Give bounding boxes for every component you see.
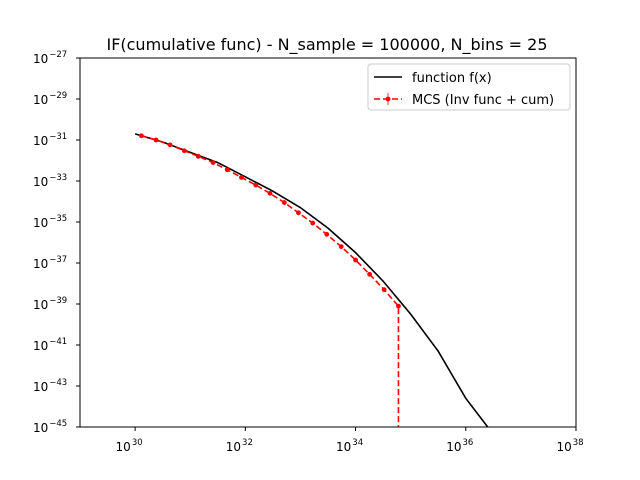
series-1-point-0: [138, 133, 144, 139]
axes-frame: [79, 57, 577, 428]
series-1-point-2: [167, 142, 173, 148]
series-1-point-14: [338, 244, 344, 250]
y-tick-label-1: 10−29: [33, 91, 67, 107]
y-tick-label-4: 10−35: [33, 214, 67, 230]
y-tick-label-6: 10−39: [33, 296, 67, 312]
plot-area: [134, 133, 489, 427]
series-1-point-7: [239, 174, 244, 180]
series-1-point-9: [267, 190, 273, 196]
legend-label-0: function f(x): [412, 71, 492, 86]
series-1-point-18: [396, 303, 401, 309]
series-1-point-11: [296, 210, 301, 216]
series-1-point-12: [310, 220, 316, 226]
legend: function f(x) MCS (Inv func + cum): [367, 63, 571, 111]
series-line-0: [134, 133, 489, 427]
x-tick-label-1: 1032: [226, 438, 253, 454]
series-1-point-3: [181, 148, 187, 154]
chart-title: IF(cumulative func) - N_sample = 100000,…: [106, 35, 547, 55]
x-tick-label-0: 1030: [116, 438, 143, 454]
legend-label-1: MCS (Inv func + cum): [412, 93, 554, 108]
series-1-point-1: [153, 137, 159, 143]
y-tick-label-2: 10−31: [33, 132, 67, 148]
y-tick-label-0: 10−27: [33, 50, 67, 66]
series-1-point-15: [353, 257, 358, 263]
series-1-point-16: [367, 271, 373, 277]
series-1-point-6: [224, 167, 230, 173]
y-tick-label-3: 10−33: [33, 173, 67, 189]
axes: 1030 1032 1034 1036 1038 10−27 10−29 10−31 10−33…: [33, 50, 584, 454]
series-1-point-5: [210, 160, 216, 166]
series-1-point-8: [253, 182, 259, 188]
legend-box: [367, 63, 571, 111]
y-tick-label-9: 10−45: [33, 419, 67, 435]
y-tick-label-7: 10−41: [33, 337, 67, 353]
series-line-1: [141, 135, 400, 427]
series-1-point-13: [324, 231, 330, 237]
series-1-point-4: [195, 153, 201, 159]
y-tick-label-8: 10−43: [33, 378, 67, 394]
series-1-point-10: [281, 200, 287, 205]
series-1-point-17: [381, 287, 387, 293]
x-tick-label-2: 1034: [336, 438, 363, 454]
x-tick-label-4: 1038: [556, 438, 583, 454]
x-tick-label-3: 1036: [446, 438, 473, 454]
y-tick-label-5: 10−37: [33, 255, 67, 271]
